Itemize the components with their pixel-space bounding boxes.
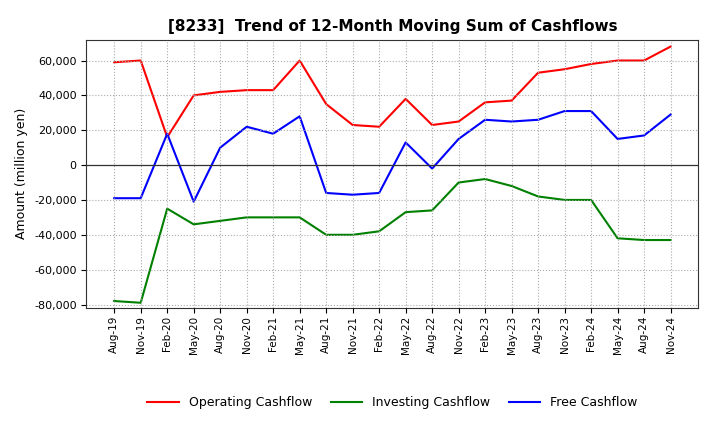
Operating Cashflow xyxy=(666,44,675,49)
Operating Cashflow xyxy=(508,98,516,103)
Operating Cashflow xyxy=(560,66,569,72)
Operating Cashflow xyxy=(375,124,384,129)
Investing Cashflow xyxy=(322,232,330,238)
Investing Cashflow xyxy=(163,206,171,211)
Investing Cashflow xyxy=(481,176,490,182)
Investing Cashflow xyxy=(534,194,542,199)
Investing Cashflow xyxy=(587,197,595,202)
Operating Cashflow xyxy=(110,59,119,65)
Free Cashflow xyxy=(136,195,145,201)
Free Cashflow xyxy=(216,145,225,150)
Free Cashflow xyxy=(587,108,595,114)
Line: Operating Cashflow: Operating Cashflow xyxy=(114,47,670,137)
Line: Investing Cashflow: Investing Cashflow xyxy=(114,179,670,303)
Operating Cashflow xyxy=(481,100,490,105)
Free Cashflow xyxy=(481,117,490,122)
Free Cashflow xyxy=(508,119,516,124)
Free Cashflow xyxy=(243,124,251,129)
Investing Cashflow xyxy=(348,232,357,238)
Operating Cashflow xyxy=(243,88,251,93)
Operating Cashflow xyxy=(613,58,622,63)
Investing Cashflow xyxy=(613,236,622,241)
Y-axis label: Amount (million yen): Amount (million yen) xyxy=(16,108,29,239)
Investing Cashflow xyxy=(216,218,225,224)
Free Cashflow xyxy=(110,195,119,201)
Free Cashflow xyxy=(375,191,384,196)
Operating Cashflow xyxy=(534,70,542,75)
Free Cashflow xyxy=(560,108,569,114)
Investing Cashflow xyxy=(136,300,145,305)
Operating Cashflow xyxy=(136,58,145,63)
Free Cashflow xyxy=(401,140,410,145)
Investing Cashflow xyxy=(269,215,277,220)
Free Cashflow xyxy=(269,131,277,136)
Line: Free Cashflow: Free Cashflow xyxy=(114,111,670,202)
Operating Cashflow xyxy=(454,119,463,124)
Investing Cashflow xyxy=(508,183,516,189)
Operating Cashflow xyxy=(640,58,649,63)
Operating Cashflow xyxy=(587,61,595,66)
Investing Cashflow xyxy=(454,180,463,185)
Free Cashflow xyxy=(534,117,542,122)
Legend: Operating Cashflow, Investing Cashflow, Free Cashflow: Operating Cashflow, Investing Cashflow, … xyxy=(143,392,642,414)
Investing Cashflow xyxy=(110,298,119,304)
Operating Cashflow xyxy=(295,58,304,63)
Free Cashflow xyxy=(613,136,622,142)
Operating Cashflow xyxy=(348,122,357,128)
Free Cashflow xyxy=(640,133,649,138)
Free Cashflow xyxy=(295,114,304,119)
Operating Cashflow xyxy=(189,93,198,98)
Free Cashflow xyxy=(428,166,436,171)
Operating Cashflow xyxy=(216,89,225,95)
Free Cashflow xyxy=(189,199,198,204)
Free Cashflow xyxy=(454,136,463,142)
Operating Cashflow xyxy=(428,122,436,128)
Operating Cashflow xyxy=(163,135,171,140)
Investing Cashflow xyxy=(375,229,384,234)
Investing Cashflow xyxy=(295,215,304,220)
Free Cashflow xyxy=(348,192,357,198)
Operating Cashflow xyxy=(401,96,410,102)
Free Cashflow xyxy=(322,191,330,196)
Investing Cashflow xyxy=(666,238,675,243)
Operating Cashflow xyxy=(322,102,330,107)
Free Cashflow xyxy=(666,112,675,117)
Investing Cashflow xyxy=(640,238,649,243)
Investing Cashflow xyxy=(560,197,569,202)
Investing Cashflow xyxy=(401,209,410,215)
Investing Cashflow xyxy=(428,208,436,213)
Title: [8233]  Trend of 12-Month Moving Sum of Cashflows: [8233] Trend of 12-Month Moving Sum of C… xyxy=(168,19,617,34)
Investing Cashflow xyxy=(243,215,251,220)
Investing Cashflow xyxy=(189,222,198,227)
Free Cashflow xyxy=(163,131,171,136)
Operating Cashflow xyxy=(269,88,277,93)
